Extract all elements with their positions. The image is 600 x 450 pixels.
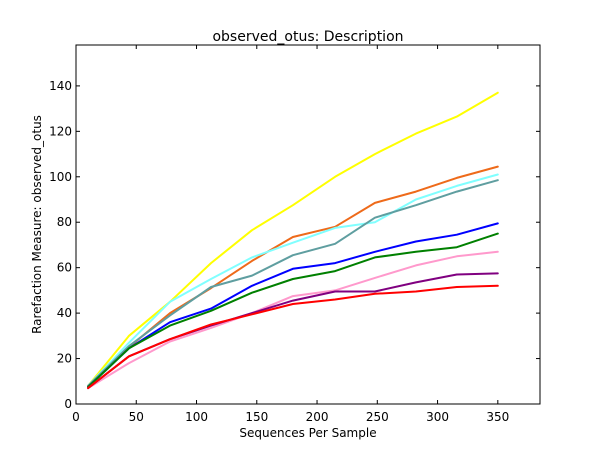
y-tick-label: 120 — [49, 124, 72, 138]
x-tick-label: 150 — [245, 410, 268, 424]
y-tick-label: 100 — [49, 170, 72, 184]
plot-frame — [75, 44, 541, 405]
x-tick-label: 50 — [129, 410, 144, 424]
series-line-4 — [87, 179, 499, 387]
series-line-9 — [87, 284, 499, 390]
series-line-7 — [87, 250, 499, 390]
x-tick-label: 0 — [72, 410, 80, 424]
series-line-3 — [87, 173, 499, 387]
x-tick-label: 200 — [306, 410, 329, 424]
y-tick-label: 60 — [57, 261, 72, 275]
x-axis-label: Sequences Per Sample — [239, 426, 376, 440]
plot-series-group — [87, 91, 499, 390]
y-tick-label: 40 — [57, 306, 72, 320]
series-line-1 — [87, 91, 499, 387]
y-tick-label: 20 — [57, 352, 72, 366]
y-axis-label: Rarefaction Measure: observed_otus — [30, 115, 44, 334]
x-tick-label: 250 — [366, 410, 389, 424]
x-tick-label: 100 — [185, 410, 208, 424]
x-tick-label: 300 — [426, 410, 449, 424]
chart-title: observed_otus: Description — [212, 29, 403, 45]
y-tick-label: 140 — [49, 79, 72, 93]
y-tick-label: 0 — [64, 397, 72, 411]
y-tick-label: 80 — [57, 215, 72, 229]
x-tick-label: 350 — [486, 410, 509, 424]
series-line-5 — [87, 222, 499, 388]
axes-group: 0 50 100 150 200 250 300 350 0 20 40 60 80 100 120 140 — [49, 45, 540, 424]
series-line-6 — [87, 232, 499, 388]
